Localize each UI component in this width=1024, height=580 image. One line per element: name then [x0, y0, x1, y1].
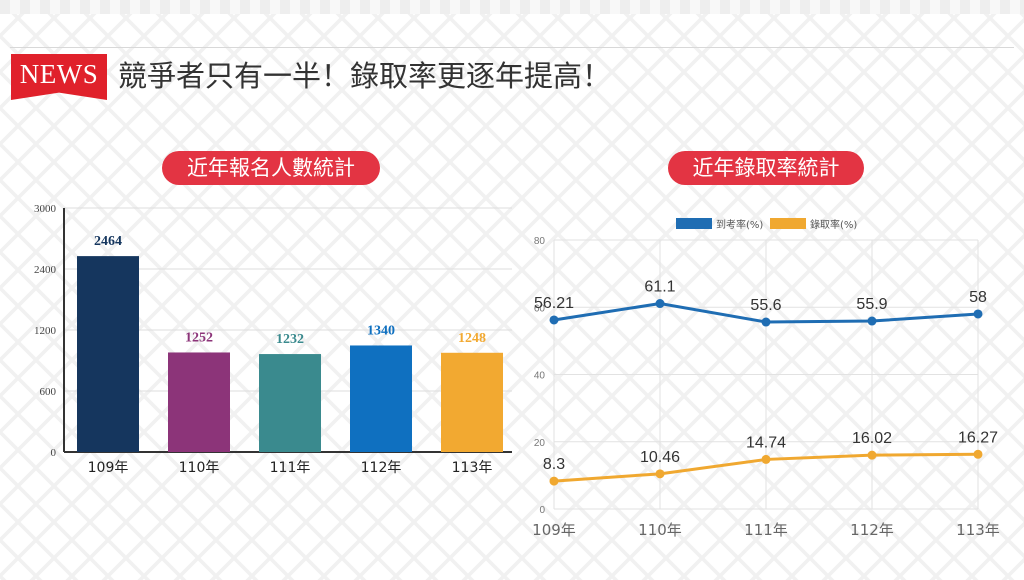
header-divider — [10, 47, 1014, 48]
y-tick-label: 600 — [40, 386, 57, 398]
y-tick-label: 0 — [539, 505, 545, 516]
y-tick-label: 3000 — [34, 203, 57, 215]
x-tick-label: 112年 — [361, 460, 402, 476]
point-data-label: 10.46 — [640, 449, 680, 466]
bar — [168, 352, 230, 452]
line-chart-title: 近年錄取率統計 — [668, 151, 864, 185]
x-tick-label: 112年 — [850, 521, 894, 539]
data-point — [655, 469, 665, 479]
bar-data-label: 1252 — [185, 330, 213, 345]
bar — [350, 345, 412, 452]
data-point — [973, 449, 983, 459]
y-tick-label: 1200 — [34, 325, 57, 337]
data-point — [549, 315, 559, 325]
y-tick-label: 20 — [534, 438, 546, 449]
legend-swatch — [770, 218, 806, 229]
bar — [259, 354, 321, 452]
bar-data-label: 1248 — [458, 331, 486, 346]
y-tick-label: 40 — [534, 371, 546, 382]
point-data-label: 55.6 — [750, 297, 781, 314]
data-point — [549, 476, 559, 486]
y-tick-label: 80 — [534, 236, 546, 247]
data-point — [761, 317, 771, 327]
x-tick-label: 113年 — [956, 521, 1000, 539]
point-data-label: 8.3 — [543, 456, 565, 473]
page-headline: 競爭者只有一半！錄取率更逐年提高！ — [118, 59, 612, 93]
data-point — [761, 454, 771, 464]
x-tick-label: 111年 — [270, 460, 311, 476]
point-data-label: 58 — [969, 289, 987, 306]
legend-label: 錄取率(%) — [810, 218, 857, 231]
point-data-label: 14.74 — [746, 434, 786, 451]
legend-label: 到考率(%) — [716, 218, 763, 231]
news-badge: NEWS — [11, 54, 107, 100]
point-data-label: 61.1 — [644, 279, 675, 296]
data-point — [867, 316, 877, 326]
x-tick-label: 110年 — [179, 460, 220, 476]
top-decoration-strip — [0, 0, 1024, 14]
y-tick-label: 0 — [51, 447, 57, 459]
bar-data-label: 2464 — [94, 234, 122, 249]
bar-data-label: 1340 — [367, 323, 395, 338]
x-tick-label: 109年 — [88, 460, 129, 476]
x-tick-label: 113年 — [452, 460, 493, 476]
legend-swatch — [676, 218, 712, 229]
x-tick-label: 111年 — [744, 521, 788, 539]
data-point — [655, 299, 665, 309]
point-data-label: 56.21 — [534, 295, 574, 312]
point-data-label: 16.02 — [852, 430, 892, 447]
bar — [441, 352, 503, 452]
data-point — [867, 450, 877, 460]
point-data-label: 16.27 — [958, 429, 998, 446]
x-tick-label: 109年 — [532, 521, 576, 539]
bar — [77, 256, 139, 452]
data-point — [973, 309, 983, 319]
y-tick-label: 60 — [534, 303, 546, 314]
x-tick-label: 110年 — [638, 521, 682, 539]
bar-data-label: 1232 — [276, 332, 304, 347]
point-data-label: 55.9 — [856, 296, 887, 313]
bar-chart-title: 近年報名人數統計 — [162, 151, 380, 185]
y-tick-label: 2400 — [34, 264, 57, 276]
